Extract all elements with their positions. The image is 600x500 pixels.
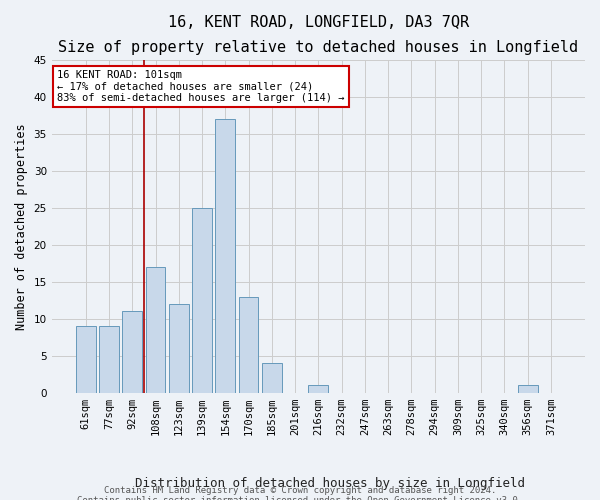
Bar (122, 312, 142, 392)
Bar (99, 326, 119, 392)
Bar (76, 326, 95, 392)
Bar (308, 385, 328, 392)
Bar (262, 363, 282, 392)
Text: 16 KENT ROAD: 101sqm
← 17% of detached houses are smaller (24)
83% of semi-detac: 16 KENT ROAD: 101sqm ← 17% of detached h… (57, 70, 344, 103)
Text: Distribution of detached houses by size in Longfield: Distribution of detached houses by size … (135, 477, 525, 490)
Bar (192, 208, 212, 392)
Text: Contains HM Land Registry data © Crown copyright and database right 2024.
Contai: Contains HM Land Registry data © Crown c… (77, 486, 523, 500)
Bar (169, 304, 188, 392)
Bar (146, 267, 166, 392)
Title: 16, KENT ROAD, LONGFIELD, DA3 7QR
Size of property relative to detached houses i: 16, KENT ROAD, LONGFIELD, DA3 7QR Size o… (58, 15, 578, 54)
Bar (239, 296, 259, 392)
Y-axis label: Number of detached properties: Number of detached properties (15, 123, 28, 330)
Bar (215, 119, 235, 392)
Bar (518, 385, 538, 392)
